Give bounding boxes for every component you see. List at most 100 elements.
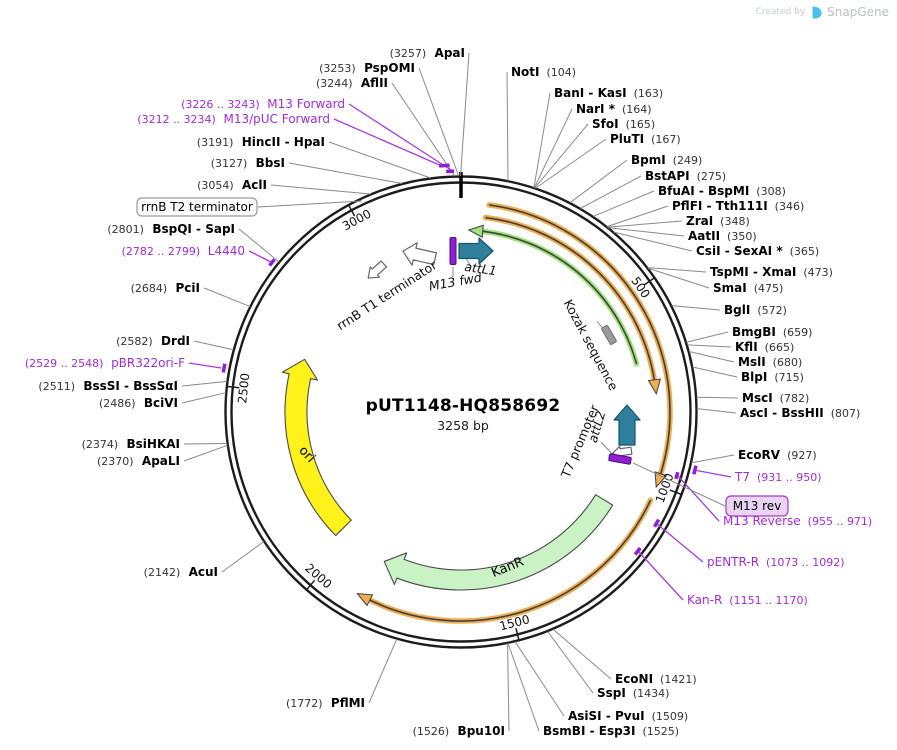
- l4440-dash[interactable]: [268, 258, 276, 267]
- primer-label-kan-r[interactable]: Kan-R (1151 .. 1170): [687, 593, 808, 607]
- enzyme-label-bani-kasi[interactable]: BanI - KasI (163): [554, 86, 663, 100]
- callout-aflii: [391, 82, 456, 177]
- enzyme-label-pcii[interactable]: (2684) PciI: [131, 281, 200, 295]
- callout-pentr-r: [656, 523, 704, 563]
- enzyme-label-bsihkai[interactable]: (2374) BsiHKAI: [82, 437, 180, 451]
- m13-rev-box-line: [632, 462, 726, 507]
- primer-label-l4440[interactable]: (2782 .. 2799) L4440: [122, 244, 245, 258]
- insert-arc-inner-arrowhead: [647, 378, 662, 395]
- enzyme-label-bpu10i[interactable]: (1526) Bpu10I: [413, 724, 505, 738]
- enzyme-label-bgli[interactable]: BglI (572): [724, 303, 787, 317]
- enzyme-label-csii-sexai[interactable]: CsiI - SexAI * (365): [696, 244, 819, 258]
- rrnb-t1-arrow-small[interactable]: [364, 259, 389, 283]
- enzyme-label-nari[interactable]: NarI * (164): [576, 102, 652, 116]
- callout-t7: [693, 469, 732, 478]
- pentr-r-dash[interactable]: [653, 518, 661, 528]
- m13-fwd-primer-bar[interactable]: [449, 237, 457, 265]
- enzyme-label-bfuai-bspmi[interactable]: BfuAI - BspMI (308): [658, 184, 786, 198]
- m13-puc-forward-dash[interactable]: [438, 163, 450, 168]
- enzyme-label-apai[interactable]: (3257) ApaI: [390, 46, 465, 60]
- enzyme-label-noti[interactable]: NotI (104): [511, 65, 576, 79]
- enzyme-label-bstapi[interactable]: BstAPI (275): [645, 169, 726, 183]
- primer-label-pentr-r[interactable]: pENTR-R (1073 .. 1092): [707, 555, 845, 569]
- snapgene-logo-icon: [812, 6, 822, 18]
- enzyme-label-sfoi[interactable]: SfoI (165): [592, 117, 655, 131]
- inner-leader-line-1: [465, 257, 472, 268]
- tick-mark-500: [643, 276, 656, 286]
- callout-apai: [460, 52, 470, 177]
- enzyme-label-pluti[interactable]: PluTI (167): [610, 132, 681, 146]
- callout-asisi-pvui: [514, 641, 565, 717]
- callout-sspi: [547, 631, 594, 694]
- enzyme-label-asci-bsshii[interactable]: AscI - BssHII (807): [740, 406, 860, 420]
- enzyme-label-msci[interactable]: MscI (782): [742, 391, 809, 405]
- m13-rev-primer-bar[interactable]: [608, 453, 632, 465]
- enzyme-label-acui[interactable]: (2142) AcuI: [144, 565, 218, 579]
- enzyme-label-msli[interactable]: MslI (680): [738, 355, 802, 369]
- kan-r-dash[interactable]: [633, 546, 642, 556]
- primer-label-m13-puc-forward[interactable]: (3212 .. 3234) M13/pUC Forward: [137, 112, 330, 126]
- callout-pflmi: [368, 638, 398, 704]
- attl2-arrow[interactable]: [613, 404, 641, 446]
- enzyme-label-bcivi[interactable]: (2486) BciVI: [99, 396, 178, 410]
- rrnb-t2-terminator-box-text: rrnB T2 terminator: [141, 200, 253, 214]
- enzyme-label-aatii[interactable]: AatII (350): [688, 229, 757, 243]
- rrnb-t1-terminator-label[interactable]: rrnB T1 terminator: [334, 257, 440, 333]
- callout-bfuai-bspmi: [592, 190, 655, 217]
- rrnb-t2-terminator-box-line: [257, 200, 363, 208]
- enzyme-label-acli[interactable]: (3054) AclI: [197, 178, 267, 192]
- primer-label-m13-forward[interactable]: (3226 .. 3243) M13 Forward: [181, 97, 345, 111]
- orf-arc[interactable]: [467, 224, 640, 367]
- primer-label-m13-reverse[interactable]: M13 Reverse (955 .. 971): [723, 514, 872, 528]
- ori-feature[interactable]: [281, 358, 352, 537]
- enzyme-label-bsssi-bsss-i[interactable]: (2511) BssSI - BssSαI: [38, 379, 178, 393]
- attl1-label[interactable]: attL1: [464, 259, 498, 278]
- insert-arc-bottom[interactable]: [355, 497, 654, 624]
- callout-bspqi-sapi: [238, 228, 280, 263]
- enzyme-label-sspi[interactable]: SspI (1434): [597, 686, 669, 700]
- pbr322ori-f-dash[interactable]: [221, 363, 227, 373]
- insert-arc-inner[interactable]: [482, 214, 663, 395]
- callout-bsmbi-esp3i: [507, 643, 540, 732]
- enzyme-label-zrai[interactable]: ZraI (348): [686, 214, 750, 228]
- kanr-feature[interactable]: [383, 494, 614, 591]
- enzyme-label-pspomi[interactable]: (3253) PspOMI: [319, 61, 415, 75]
- callout-pcii: [203, 287, 251, 307]
- snapgene-brand-text: SnapGene: [827, 5, 889, 19]
- enzyme-label-kfli[interactable]: KflI (665): [735, 340, 794, 354]
- enzyme-label-hincii-hpai[interactable]: (3191) HincII - HpaI: [197, 135, 325, 149]
- primer-label-pbr322ori-f[interactable]: (2529 .. 2548) pBR322ori-F: [25, 356, 185, 370]
- enzyme-label-aflii[interactable]: (3244) AflII: [316, 76, 388, 90]
- tick-label-3000: 3000: [340, 207, 374, 234]
- enzyme-label-apali[interactable]: (2370) ApaLI: [97, 454, 180, 468]
- rrnb-t2-terminator-box[interactable]: rrnB T2 terminator: [136, 197, 258, 217]
- insert-arc-inner-core: [485, 216, 657, 386]
- enzyme-label-bpmi[interactable]: BpmI (249): [631, 153, 702, 167]
- enzyme-label-econi[interactable]: EcoNI (1421): [615, 672, 697, 686]
- enzyme-label-bmgbi[interactable]: BmgBI (659): [732, 325, 812, 339]
- callout-acli: [270, 184, 371, 195]
- enzyme-label-pflfi-tth111i[interactable]: PflFI - Tth111I (346): [672, 199, 804, 213]
- enzyme-label-asisi-pvui[interactable]: AsiSI - PvuI (1509): [568, 709, 688, 723]
- enzyme-label-bbsi[interactable]: (3127) BbsI: [211, 156, 285, 170]
- m13-rev-box-rect: [725, 495, 789, 517]
- insert-arc-outer[interactable]: [486, 202, 673, 489]
- attl1-arrow[interactable]: [458, 237, 494, 265]
- insert-arc-bottom-arrowhead: [356, 593, 374, 607]
- callout-tspmi-xmai: [647, 267, 707, 273]
- kozak-bar[interactable]: [601, 325, 617, 345]
- rrnb-t1-arrow-large[interactable]: [400, 240, 438, 270]
- t7-dash[interactable]: [692, 465, 698, 475]
- enzyme-label-bsmbi-esp3i[interactable]: BsmBI - Esp3I (1525): [543, 724, 679, 738]
- enzyme-label-bspqi-sapi[interactable]: (2801) BspQI - SapI: [107, 222, 235, 236]
- enzyme-label-pflmi[interactable]: (1772) PflMI: [286, 696, 365, 710]
- primer-label-t7[interactable]: T7 (931 .. 950): [734, 470, 822, 484]
- enzyme-label-tspmi-xmai[interactable]: TspMI - XmaI (473): [710, 265, 833, 279]
- enzyme-label-smai[interactable]: SmaI (475): [713, 281, 783, 295]
- orf-arc-core: [476, 229, 638, 365]
- enzyme-label-blpi[interactable]: BlpI (715): [741, 370, 804, 384]
- m13-reverse-dash[interactable]: [674, 471, 680, 480]
- enzyme-label-ecorv[interactable]: EcoRV (927): [738, 448, 817, 462]
- m13-rev-box[interactable]: M13 rev: [725, 495, 789, 517]
- enzyme-label-drdi[interactable]: (2582) DrdI: [116, 334, 190, 348]
